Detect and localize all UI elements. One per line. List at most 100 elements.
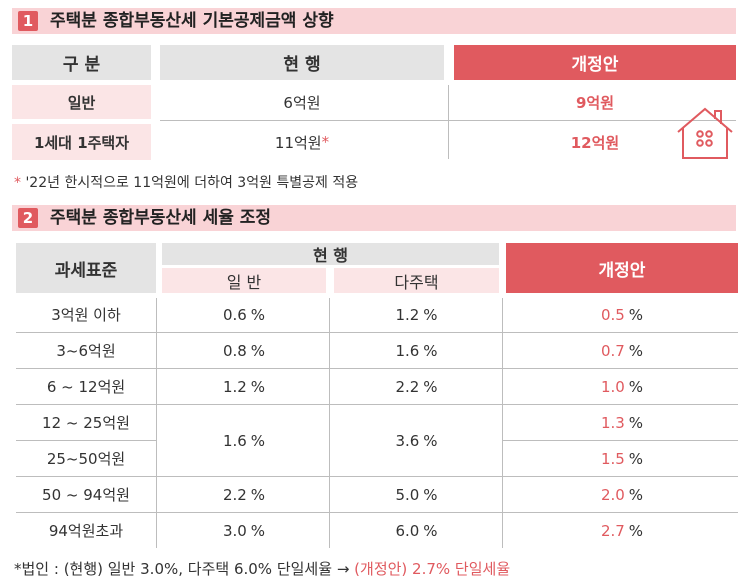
multi-rate-cell: 1.6%: [334, 333, 499, 368]
revised-rate-cell: 2.0%: [506, 477, 738, 512]
general-header: 일 반: [162, 268, 326, 293]
current-general: 6억원: [283, 93, 321, 112]
revised-rate-cell: 2.7%: [506, 513, 738, 548]
revised-rate-cell: 1.5%: [506, 441, 738, 476]
current-header: 현 행: [160, 45, 444, 80]
revised-rate-cell: 0.7%: [506, 333, 738, 368]
current-rate-header: 현 행: [162, 243, 499, 265]
category-header: 구 분: [12, 45, 151, 80]
section1-header: 1 주택분 종합부동산세 기본공제금액 상향: [12, 8, 736, 34]
current-single-home-value: 11억원: [274, 133, 322, 152]
divider: [502, 298, 503, 548]
general-rate-cell: 2.2%: [162, 477, 326, 512]
row-label-general: 일반: [12, 85, 151, 119]
percent-sign: %: [423, 485, 438, 504]
divider: [329, 298, 330, 548]
section2-title: 주택분 종합부동산세 세율 조정: [50, 208, 272, 228]
rate-value: 0.8: [222, 341, 247, 360]
rate-value: 1.5: [600, 449, 625, 468]
revised-single-home: 12억원: [570, 133, 620, 152]
percent-sign: %: [250, 377, 266, 396]
general-rate-merged-cell: 1.6%: [162, 405, 326, 476]
footnote-text: '22년 한시적으로 11억원에 더하여 3억원 특별공제 적용: [25, 175, 359, 191]
percent-sign: %: [250, 521, 266, 540]
rate-value: 1.6: [222, 431, 247, 450]
rate-value: 3.6: [395, 431, 420, 450]
footnote-star: *: [14, 175, 21, 191]
multi-rate-merged-cell: 3.6%: [334, 405, 499, 476]
tax-base-cell: 6 ~ 12억원: [46, 378, 126, 396]
divider: [16, 368, 738, 369]
revised-rate-cell: 0.5%: [506, 297, 738, 332]
general-rate-cell: 1.2%: [162, 369, 326, 404]
rate-value: 1.3: [600, 413, 625, 432]
rate-value: 5.0: [395, 485, 420, 504]
house-icon: [677, 107, 733, 159]
revised-rate-cell: 1.0%: [506, 369, 738, 404]
revised-rate-cell: 1.3%: [506, 405, 738, 440]
multi-home-header: 다주택: [334, 268, 499, 293]
divider: [16, 512, 738, 513]
section1-number: 1: [18, 11, 38, 31]
divider: [16, 404, 738, 405]
current-single-home: 11억원 *: [160, 124, 444, 160]
rate-value: 0.7: [600, 341, 625, 360]
section2-number: 2: [18, 208, 38, 228]
percent-sign: %: [628, 449, 644, 468]
divider: [16, 440, 156, 441]
rate-value: 0.5: [600, 305, 625, 324]
multi-rate-cell: 1.2%: [334, 297, 499, 332]
revised-header: 개정안: [454, 45, 736, 80]
divider: [16, 332, 738, 333]
rate-value: 6.0: [395, 521, 420, 540]
percent-sign: %: [250, 431, 266, 450]
row-label-single-home: 1세대 1주택자: [12, 124, 151, 160]
multi-rate-cell: 5.0%: [334, 477, 499, 512]
percent-sign: %: [628, 485, 644, 504]
percent-sign: %: [423, 341, 438, 360]
general-rate-cell: 0.6%: [162, 297, 326, 332]
percent-sign: %: [628, 377, 644, 396]
divider: [502, 440, 738, 441]
rate-value: 0.6: [222, 305, 247, 324]
divider: [16, 476, 738, 477]
footnote-mark: *: [321, 133, 330, 151]
tax-base-cell: 3억원 이하: [51, 306, 121, 324]
tax-base-header: 과세표준: [16, 243, 156, 293]
rate-value: 1.0: [600, 377, 625, 396]
rate-value: 2.7: [600, 521, 625, 540]
rate-value: 2.2: [222, 485, 247, 504]
revised-rate-header: 개정안: [506, 243, 738, 293]
percent-sign: %: [250, 485, 266, 504]
divider: [448, 85, 449, 159]
section2-footnote: *법인 : (현행) 일반 3.0%, 다주택 6.0% 단일세율 → (개정안…: [14, 558, 510, 579]
rate-value: 1.2: [222, 377, 247, 396]
rate-value: 1.2: [395, 305, 420, 324]
percent-sign: %: [250, 341, 266, 360]
multi-rate-cell: 2.2%: [334, 369, 499, 404]
percent-sign: %: [628, 521, 644, 540]
divider: [156, 298, 157, 548]
arrow-icon: →: [336, 560, 350, 578]
corporate-rate-note: *법인 : (현행) 일반 3.0%, 다주택 6.0% 단일세율: [14, 560, 333, 578]
rate-value: 3.0: [222, 521, 247, 540]
tax-base-cell: 50 ~ 94억원: [42, 486, 130, 504]
section2-header: 2 주택분 종합부동산세 세율 조정: [12, 205, 736, 231]
percent-sign: %: [628, 305, 644, 324]
general-rate-cell: 0.8%: [162, 333, 326, 368]
percent-sign: %: [628, 413, 644, 432]
percent-sign: %: [423, 431, 438, 450]
tax-base-cell: 94억원초과: [48, 522, 124, 540]
tax-base-cell: 3~6억원: [56, 342, 116, 360]
rate-value: 2.2: [395, 377, 420, 396]
section1-title: 주택분 종합부동산세 기본공제금액 상향: [50, 11, 334, 31]
percent-sign: %: [423, 305, 438, 324]
percent-sign: %: [423, 521, 438, 540]
multi-rate-cell: 6.0%: [334, 513, 499, 548]
tax-base-cell: 25~50억원: [46, 450, 126, 468]
general-rate-cell: 3.0%: [162, 513, 326, 548]
revised-corporate-rate-note: (개정안) 2.7% 단일세율: [354, 560, 511, 578]
percent-sign: %: [423, 377, 438, 396]
rate-value: 1.6: [395, 341, 420, 360]
section1-footnote: * '22년 한시적으로 11억원에 더하여 3억원 특별공제 적용: [14, 172, 358, 192]
